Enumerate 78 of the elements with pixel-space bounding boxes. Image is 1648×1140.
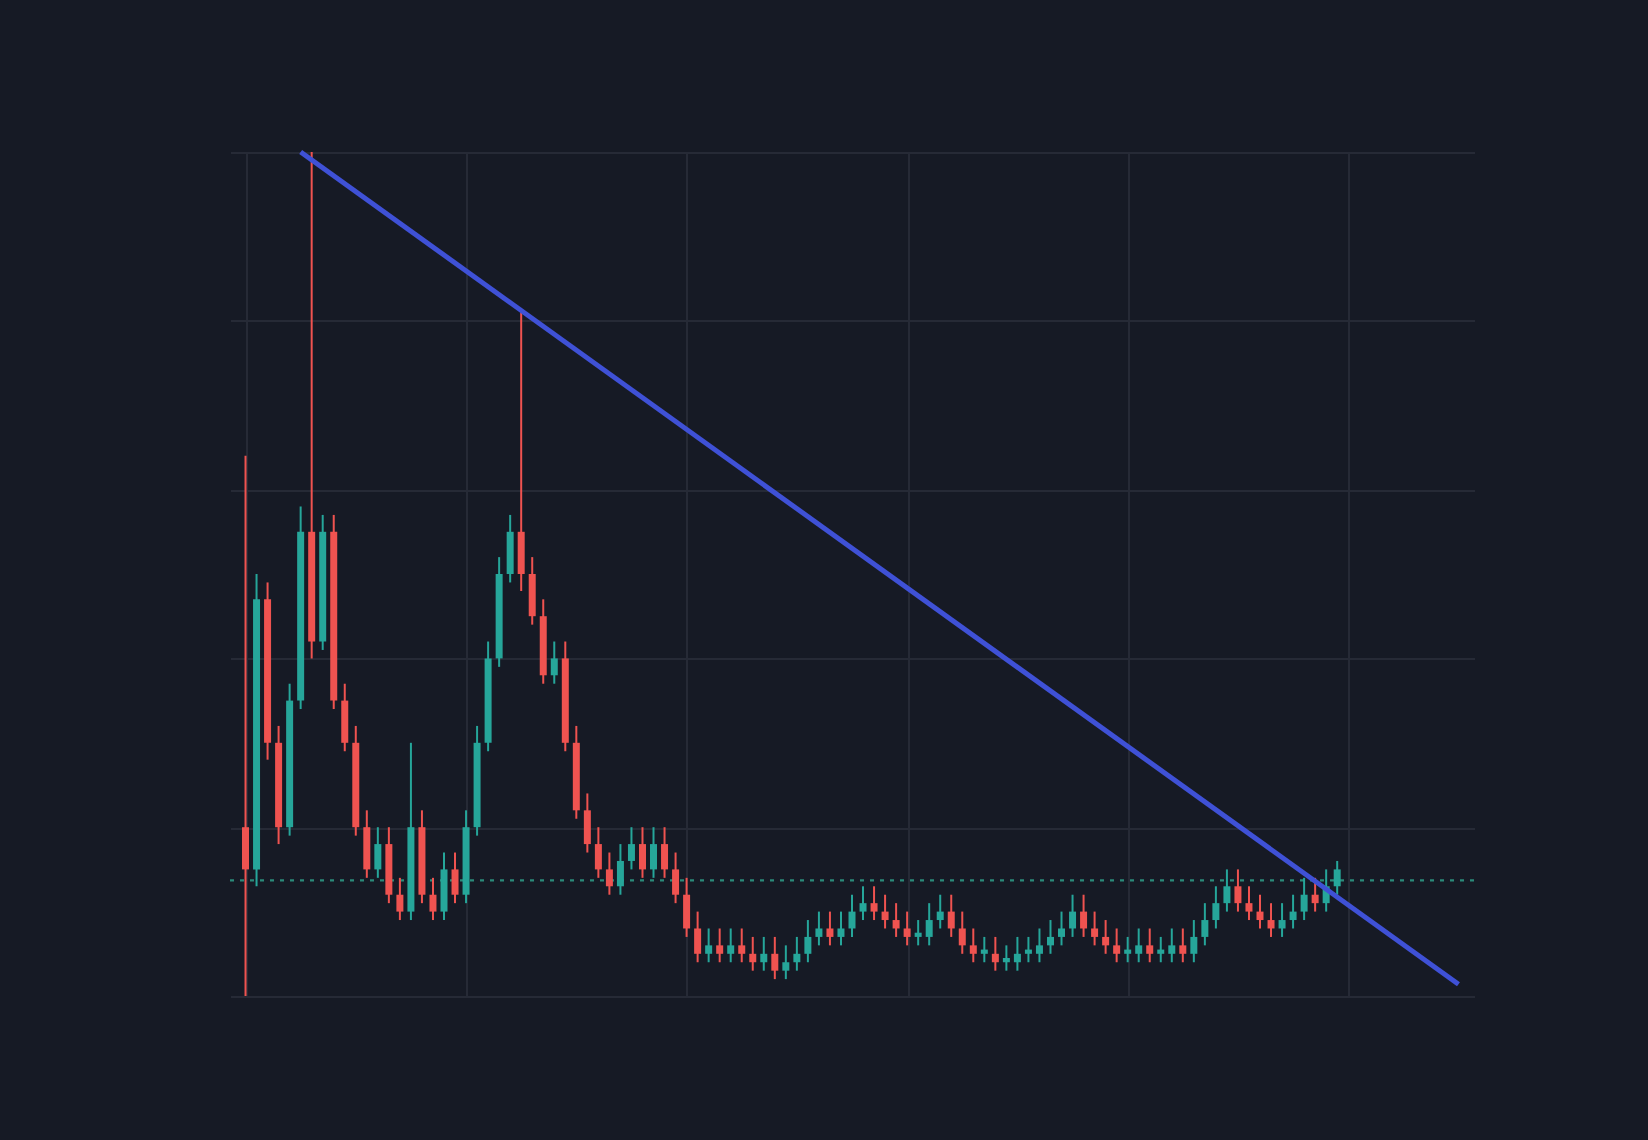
- candlestick: [1080, 893, 1088, 938]
- candlestick: [506, 513, 514, 584]
- candlestick: [1223, 868, 1231, 913]
- candlestick: [1135, 927, 1143, 964]
- candlestick: [363, 809, 371, 879]
- candlestick: [661, 826, 669, 879]
- candlestick: [1002, 944, 1010, 972]
- candlestick: [672, 851, 680, 905]
- candlestick: [870, 885, 878, 922]
- candlestick: [594, 826, 602, 879]
- candlestick: [771, 935, 779, 981]
- candlestick: [1069, 893, 1077, 938]
- candlestick: [1046, 919, 1054, 955]
- candlestick: [1124, 935, 1132, 964]
- candlestick: [782, 944, 790, 981]
- candlestick: [638, 826, 646, 879]
- candlestick: [583, 792, 591, 854]
- candlestick: [1024, 935, 1032, 964]
- candlestick: [1113, 927, 1121, 964]
- candlestick: [429, 876, 437, 922]
- candlestick: [1190, 919, 1198, 964]
- candlestick: [947, 893, 955, 938]
- candlestick: [969, 927, 977, 964]
- candlestick: [1212, 885, 1220, 930]
- candlestick: [804, 919, 812, 964]
- candlestick: [1201, 902, 1209, 947]
- candlestick: [440, 851, 448, 922]
- candlestick: [683, 876, 691, 938]
- candlestick: [892, 902, 900, 938]
- candlestick: [848, 893, 856, 938]
- candlestick: [1234, 868, 1242, 913]
- candlestick: [936, 893, 944, 930]
- candlestick: [705, 927, 713, 964]
- candlestick: [925, 902, 933, 947]
- candlestick: [793, 935, 801, 972]
- candlestick: [826, 910, 834, 947]
- candlestick: [958, 910, 966, 955]
- candlestick: [517, 311, 525, 592]
- candlestick: [1091, 910, 1099, 947]
- candlestick: [1013, 935, 1021, 972]
- candlestick: [451, 851, 459, 905]
- candlestick: [1289, 893, 1297, 930]
- candlestick: [716, 927, 724, 964]
- candlestick: [605, 851, 613, 896]
- candlestick: [1333, 859, 1341, 896]
- candlestick: [1035, 927, 1043, 964]
- candlestick: [1157, 935, 1165, 964]
- candlestick: [341, 682, 349, 753]
- candlestick: [550, 640, 558, 685]
- candlestick: [1278, 902, 1286, 938]
- candlestick: [980, 935, 988, 964]
- candlestick: [1245, 885, 1253, 922]
- candlestick: [749, 935, 757, 972]
- candlestick: [616, 843, 624, 896]
- candlestick: [1168, 927, 1176, 964]
- candlestick: [760, 935, 768, 972]
- candlestick: [1146, 927, 1154, 964]
- candlestick: [815, 910, 823, 947]
- candlestick: [694, 910, 702, 964]
- candlestick: [650, 826, 658, 879]
- candlestick: [396, 876, 404, 922]
- candlestick: [1179, 927, 1187, 964]
- candlestick: [1102, 919, 1110, 955]
- candlestick: [627, 826, 635, 871]
- candlestick: [1058, 910, 1066, 947]
- candlestick: [1256, 893, 1264, 930]
- candlestick: [528, 556, 536, 626]
- candlestick: [1267, 902, 1275, 938]
- candlestick: [727, 927, 735, 964]
- candlestick: [903, 910, 911, 947]
- candlestick: [859, 885, 867, 922]
- candlestick: [837, 910, 845, 947]
- candlestick: [1300, 876, 1308, 922]
- candlestick: [881, 893, 889, 930]
- candlestick: [914, 919, 922, 947]
- candlestick: [738, 927, 746, 964]
- candlestick: [374, 826, 382, 879]
- candlestick: [991, 935, 999, 972]
